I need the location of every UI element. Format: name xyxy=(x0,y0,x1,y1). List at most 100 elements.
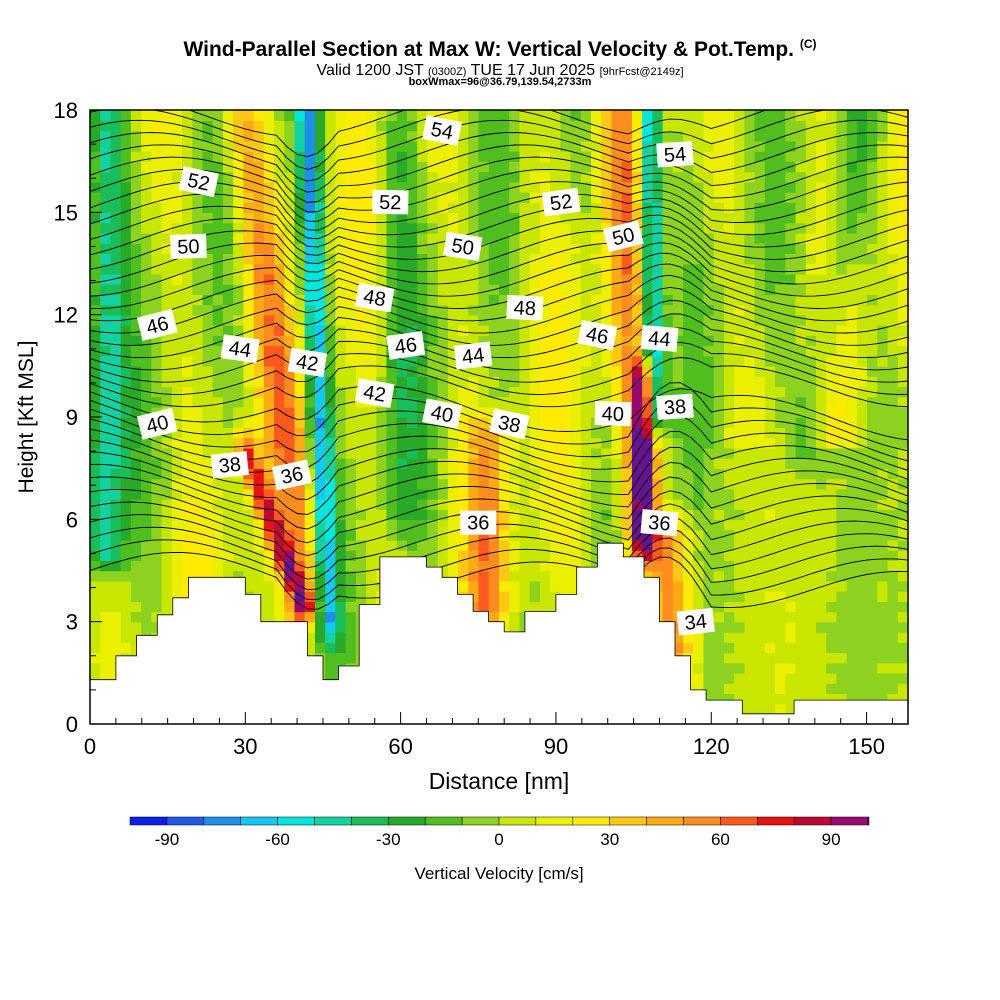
w-cell xyxy=(550,386,562,398)
w-cell xyxy=(222,140,234,152)
w-cell xyxy=(345,591,357,602)
w-cell xyxy=(744,294,756,306)
w-cell xyxy=(171,386,183,398)
w-cell xyxy=(325,355,337,367)
w-cell xyxy=(754,457,766,469)
w-cell xyxy=(580,110,592,121)
w-cell xyxy=(437,498,449,510)
isentrope-label-box: 38 xyxy=(656,393,694,421)
w-cell xyxy=(826,488,838,500)
w-cell xyxy=(754,560,766,572)
w-cell xyxy=(376,243,388,254)
w-cell xyxy=(836,519,848,531)
w-cell xyxy=(161,345,173,357)
w-cell xyxy=(161,478,173,490)
w-cell xyxy=(601,161,613,173)
w-cell xyxy=(110,335,122,347)
w-cell xyxy=(110,539,122,551)
w-cell xyxy=(509,140,521,152)
w-cell xyxy=(754,591,766,602)
w-cell xyxy=(805,631,817,643)
w-cell xyxy=(560,498,572,510)
w-cell xyxy=(315,263,326,275)
isentrope-label-bg xyxy=(178,166,219,198)
w-cell xyxy=(233,191,245,203)
w-cell xyxy=(141,539,153,551)
w-cell xyxy=(560,406,572,418)
w-cell xyxy=(519,161,531,173)
w-cell xyxy=(161,437,173,449)
w-cell xyxy=(764,294,776,306)
w-cell xyxy=(509,324,521,336)
w-cell xyxy=(427,386,439,398)
w-cell xyxy=(683,181,695,193)
w-cell xyxy=(713,202,725,214)
w-cell xyxy=(826,468,838,480)
w-cell xyxy=(785,529,797,541)
w-cell xyxy=(110,150,122,162)
w-cell xyxy=(785,437,797,449)
isentrope-label-bg xyxy=(489,408,530,440)
w-cell xyxy=(887,498,899,510)
w-cell xyxy=(826,498,838,510)
w-cell xyxy=(805,243,817,254)
w-cell xyxy=(478,191,490,203)
w-cell xyxy=(325,222,337,234)
w-cell xyxy=(447,457,459,469)
w-cell xyxy=(130,365,142,377)
w-cell xyxy=(468,171,480,183)
w-cell xyxy=(396,324,408,336)
w-cell xyxy=(856,314,868,326)
w-cell xyxy=(233,509,245,521)
w-cell xyxy=(836,222,848,234)
w-cell xyxy=(468,478,480,490)
w-cell xyxy=(867,232,879,244)
w-cell xyxy=(141,335,153,347)
w-cell xyxy=(161,550,173,561)
w-cell xyxy=(734,191,746,203)
w-cell xyxy=(458,478,470,490)
w-cell xyxy=(856,335,868,347)
w-cell xyxy=(437,509,449,521)
w-cell xyxy=(529,478,541,490)
w-cell xyxy=(130,150,142,162)
w-cell xyxy=(151,273,163,285)
w-cell xyxy=(458,447,470,459)
w-cell xyxy=(222,253,234,265)
w-cell xyxy=(642,222,654,234)
w-cell xyxy=(724,150,735,162)
w-cell xyxy=(560,355,572,367)
w-cell xyxy=(151,509,163,521)
w-cell xyxy=(315,406,326,418)
w-cell xyxy=(243,314,255,326)
w-cell xyxy=(192,253,204,265)
w-cell xyxy=(580,171,592,183)
w-cell xyxy=(519,150,531,162)
w-cell xyxy=(580,355,592,367)
w-cell xyxy=(182,386,193,398)
w-cell xyxy=(724,468,735,480)
w-cell xyxy=(100,191,112,203)
w-cell xyxy=(539,570,551,582)
w-cell xyxy=(447,140,459,152)
w-cell xyxy=(182,498,193,510)
w-cell xyxy=(795,202,807,214)
w-cell xyxy=(202,519,214,531)
w-cell xyxy=(734,693,746,705)
w-cell xyxy=(345,212,357,224)
w-cell xyxy=(488,314,500,326)
w-cell xyxy=(642,161,654,173)
w-cell xyxy=(631,120,643,132)
w-cell xyxy=(488,120,500,132)
w-cell xyxy=(120,345,132,357)
w-cell xyxy=(805,447,817,459)
w-cell xyxy=(897,642,908,654)
w-cell xyxy=(151,294,163,306)
w-cell xyxy=(386,161,398,173)
w-cell xyxy=(816,519,827,531)
w-cell xyxy=(560,130,572,142)
w-cell xyxy=(703,253,715,265)
w-cell xyxy=(805,580,817,592)
w-cell xyxy=(488,161,500,173)
w-cell xyxy=(662,212,674,224)
